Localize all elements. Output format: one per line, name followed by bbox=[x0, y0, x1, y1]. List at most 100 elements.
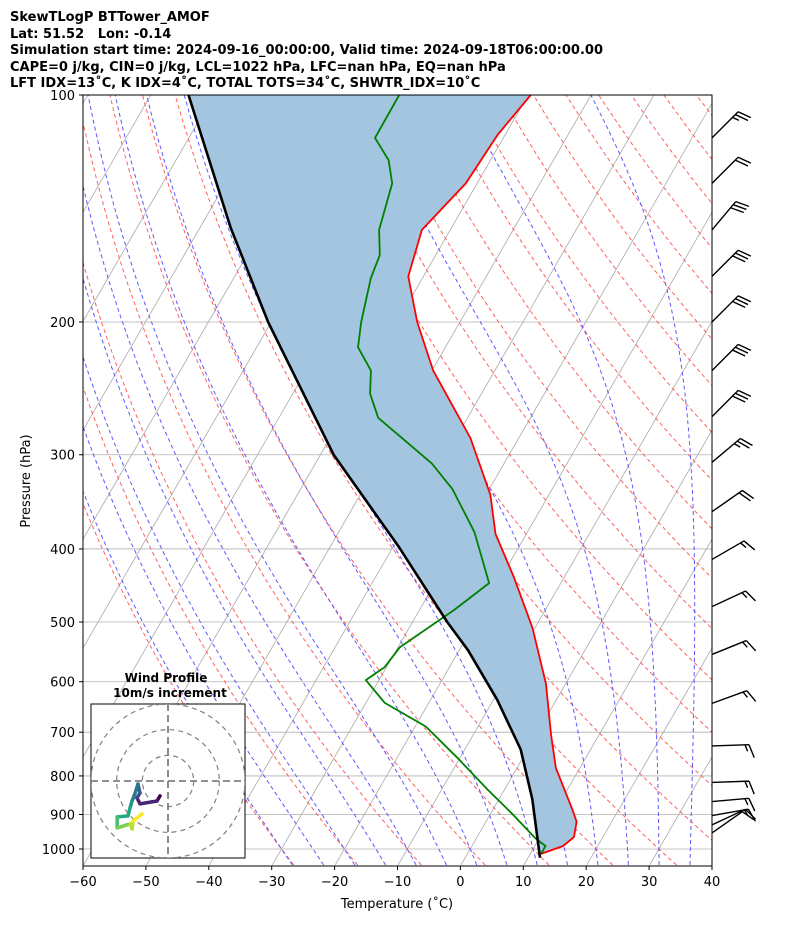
dry-adiabat bbox=[83, 119, 486, 866]
barb-full bbox=[732, 300, 746, 309]
barb-full bbox=[737, 156, 752, 164]
isotherm-10 bbox=[523, 538, 712, 866]
x-tick-label: −20 bbox=[321, 875, 348, 890]
barb-shaft bbox=[711, 249, 739, 277]
dry-adiabat bbox=[630, 95, 712, 205]
wind-barb bbox=[711, 343, 752, 372]
barb-full bbox=[739, 437, 753, 447]
hodograph-ring bbox=[116, 729, 220, 833]
barb-shaft bbox=[711, 808, 746, 826]
isotherm--10 bbox=[397, 320, 712, 866]
dry-adiabat bbox=[109, 95, 550, 866]
wind-barb bbox=[711, 808, 756, 826]
barb-shaft bbox=[711, 156, 739, 184]
barb-full bbox=[735, 252, 749, 260]
barb-full bbox=[735, 113, 749, 122]
hodograph-segment bbox=[115, 822, 132, 830]
y-axis-label: Pressure (hPa) bbox=[19, 434, 34, 527]
barb-full bbox=[735, 159, 749, 167]
barb-half bbox=[741, 592, 748, 599]
title-line-2: Lat: 51.52 Lon: -0.14 bbox=[10, 27, 171, 42]
barb-shaft bbox=[711, 437, 741, 463]
barb-full bbox=[735, 346, 749, 354]
wind-barb bbox=[711, 111, 752, 139]
dry-adiabat bbox=[83, 385, 358, 866]
moist-adiabat bbox=[721, 95, 747, 865]
barb-full bbox=[741, 489, 755, 500]
dry-adiabat bbox=[337, 95, 712, 630]
dry-adiabat bbox=[142, 95, 614, 866]
moist-adiabat bbox=[83, 183, 417, 866]
barb-full bbox=[743, 540, 756, 551]
barb-half bbox=[744, 798, 749, 806]
isotherm--30 bbox=[271, 102, 712, 866]
barb-shaft bbox=[711, 797, 749, 803]
barb-full bbox=[736, 440, 750, 449]
wind-barb bbox=[711, 156, 752, 184]
wind-barbs bbox=[711, 111, 757, 834]
barb-half bbox=[744, 781, 749, 789]
moist-adiabat bbox=[590, 95, 696, 865]
barb-full bbox=[745, 590, 756, 602]
x-axis-label: Temperature (˚C) bbox=[340, 896, 453, 912]
barb-shaft bbox=[711, 389, 739, 418]
wind-barb bbox=[711, 780, 755, 795]
cape-cin-fill bbox=[188, 95, 577, 858]
barb-full bbox=[745, 808, 756, 820]
wind-barb bbox=[711, 200, 750, 231]
x-tick-label: −60 bbox=[69, 875, 96, 890]
wind-barb bbox=[711, 489, 755, 513]
barb-shaft bbox=[711, 540, 745, 561]
dry-adiabat bbox=[83, 260, 422, 866]
y-tick-label: 200 bbox=[50, 316, 75, 331]
hodograph-segment bbox=[115, 814, 130, 819]
axis-ticks: −60 −50 −40 −30 −20 −10 0 10 20 30 40 100 200 300 400 5… bbox=[42, 89, 720, 890]
barb-full bbox=[732, 204, 747, 211]
barb-shaft bbox=[711, 811, 743, 834]
title-line-4: CAPE=0 j/kg, CIN=0 j/kg, LCL=1022 hPa, L… bbox=[10, 60, 506, 75]
dry-adiabat bbox=[696, 95, 712, 117]
wind-barb bbox=[711, 540, 756, 561]
barb-half bbox=[732, 116, 740, 121]
hodograph-segment bbox=[131, 812, 144, 823]
barb-full bbox=[732, 255, 746, 263]
wind-barb bbox=[711, 590, 756, 608]
x-tick-label: −50 bbox=[132, 875, 159, 890]
barb-full bbox=[746, 690, 757, 702]
dry-adiabat bbox=[304, 95, 712, 681]
title-line-5: LFT IDX=13˚C, K IDX=4˚C, TOTAL TOTS=34˚C… bbox=[10, 75, 480, 91]
barb-shaft bbox=[711, 690, 748, 705]
hodograph-inset: Wind Profile 10m/s increment bbox=[90, 671, 246, 859]
wind-barb bbox=[711, 437, 753, 463]
wind-barb bbox=[711, 811, 755, 834]
wind-barb bbox=[711, 249, 752, 277]
y-tick-label: 400 bbox=[50, 543, 75, 558]
barb-shaft bbox=[711, 780, 750, 784]
barb-half bbox=[744, 744, 749, 752]
barb-full bbox=[738, 492, 751, 502]
dry-adiabat bbox=[598, 95, 712, 249]
barb-shaft bbox=[711, 295, 739, 323]
isotherm-0 bbox=[460, 429, 712, 866]
barb-full bbox=[730, 207, 745, 214]
series-temperature-line bbox=[407, 95, 578, 855]
x-tick-label: 30 bbox=[641, 875, 658, 890]
moist-adiabat bbox=[146, 95, 508, 866]
dry-adiabat bbox=[402, 95, 712, 530]
isotherm--110 bbox=[83, 95, 214, 323]
barb-shaft bbox=[711, 489, 743, 513]
x-tick-label: −30 bbox=[258, 875, 285, 890]
x-tick-label: 40 bbox=[704, 875, 721, 890]
wind-barb bbox=[711, 389, 752, 418]
parcel-temperature-fill bbox=[188, 95, 577, 858]
barb-full bbox=[732, 395, 746, 403]
y-tick-label: 800 bbox=[50, 770, 75, 785]
series-dewpoint-line bbox=[357, 95, 547, 855]
barb-full bbox=[737, 295, 752, 303]
y-tick-label: 1000 bbox=[42, 843, 75, 858]
hodograph-subtitle: 10m/s increment bbox=[113, 686, 227, 700]
dry-adiabat bbox=[83, 502, 295, 866]
wind-barb bbox=[711, 690, 757, 705]
y-tick-label: 500 bbox=[50, 616, 75, 631]
